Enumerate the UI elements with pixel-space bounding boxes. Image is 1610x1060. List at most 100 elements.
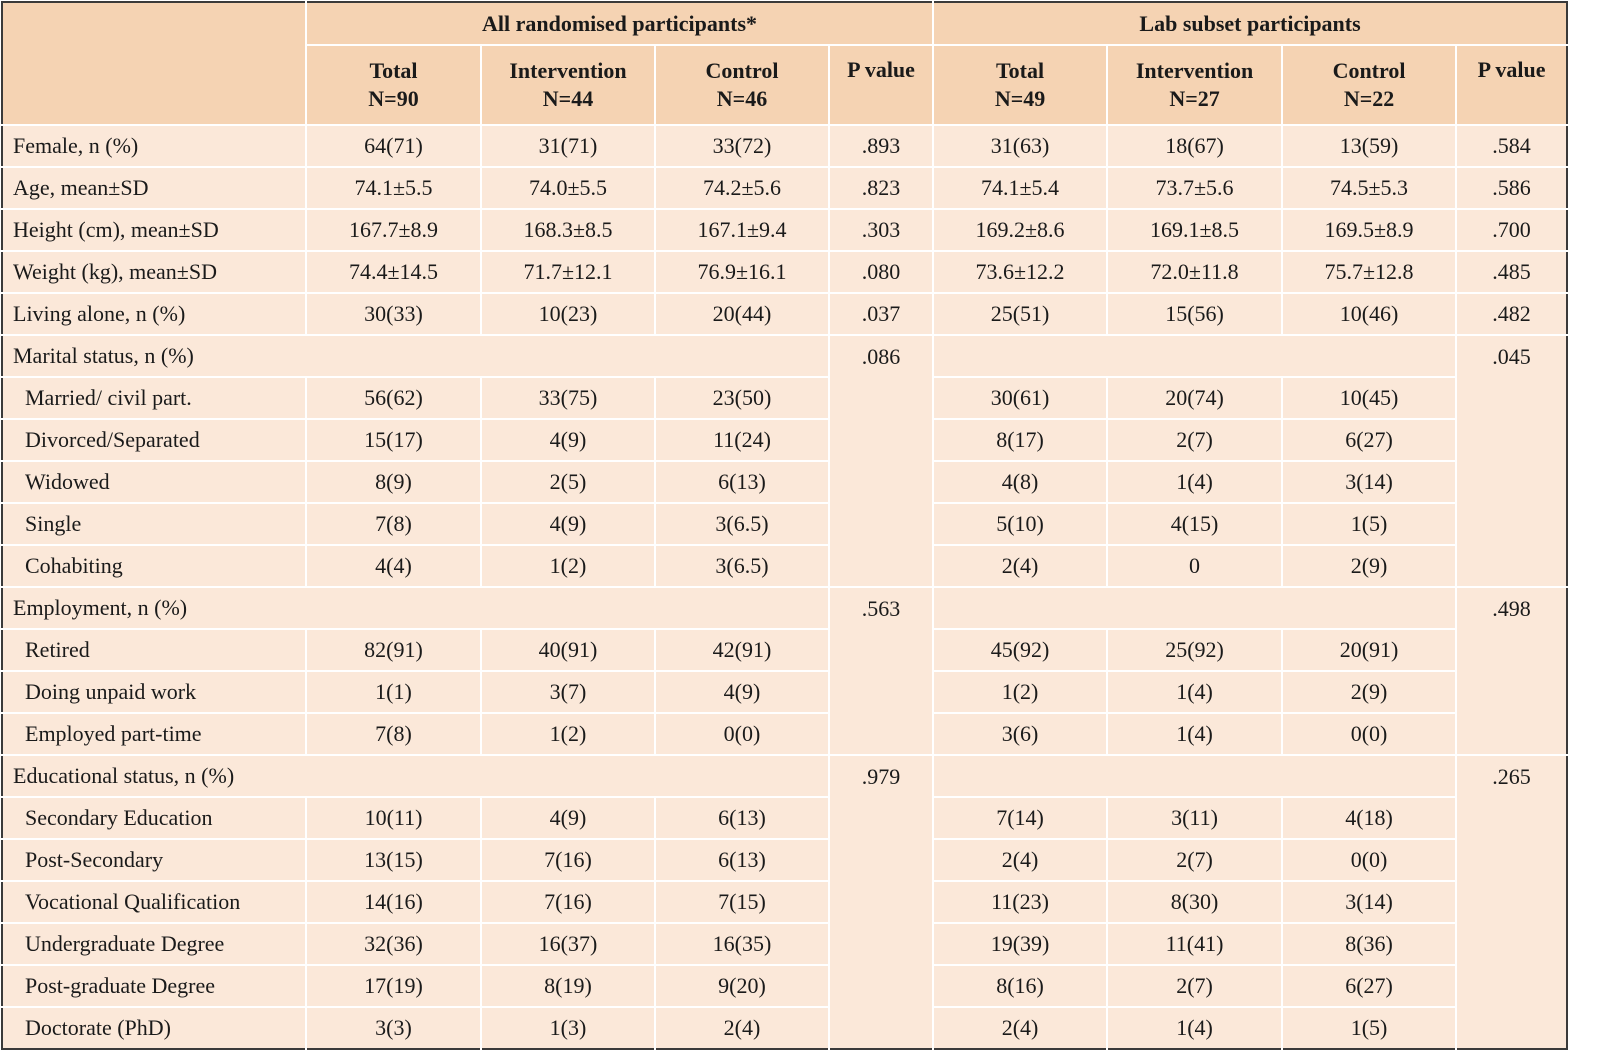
cell-control-lab: 10(46) [1281,292,1457,335]
cell-control-all: 6(13) [654,460,829,503]
cell-total-all: 4(4) [305,544,481,587]
cell-intervention-all: 7(16) [480,880,655,923]
cell-total-lab: 2(4) [932,1006,1108,1049]
cell-pvalue-all: .823 [827,166,934,209]
cell-control-all: 2(4) [654,1006,829,1049]
col-header-pvalue-lab: P value [1455,45,1568,125]
col-header-control-all: Control N=46 [654,45,829,125]
cell-control-lab: 4(18) [1281,796,1457,839]
table-row: Living alone, n (%) 30(33) 10(23) 20(44) .03… [2,292,1568,335]
cell-total-lab: 31(63) [932,124,1108,167]
cell-intervention-lab: 18(67) [1106,124,1283,167]
cell-pvalue-lab: .485 [1455,250,1568,293]
cell-total-all: 167.7±8.9 [305,208,481,251]
cell-intervention-lab: 73.7±5.6 [1106,166,1283,209]
header-column-row: Total N=90 Intervention N=44 Control N=46 P… [2,45,1568,125]
cell-total-lab: 11(23) [932,880,1108,923]
cell-intervention-all: 71.7±12.1 [480,250,655,293]
cell-total-all: 74.4±14.5 [305,250,481,293]
cell-pvalue-all: .893 [827,124,934,167]
cell-intervention-lab: 4(15) [1106,502,1283,545]
cell-intervention-all: 4(9) [480,796,655,839]
cell-total-all: 7(8) [305,502,481,545]
cell-intervention-all: 4(9) [480,418,655,461]
cell-intervention-lab: 0 [1106,544,1283,587]
cell-control-lab: 2(9) [1281,670,1457,713]
sub-row: Doing unpaid work 1(1) 3(7) 4(9) 1(2) 1(4) 2(9… [2,670,1567,713]
cell-pvalue-all: .080 [827,250,934,293]
sub-row-label: Post-graduate Degree [2,964,306,1007]
cell-control-all: 11(24) [654,418,829,461]
cell-intervention-lab: 1(4) [1106,1006,1283,1049]
row-label: Weight (kg), mean±SD [2,250,306,293]
cell-total-all: 82(91) [305,628,481,671]
sub-row-label: Doing unpaid work [2,670,306,713]
section-spacer-lab [932,334,1457,377]
section-spacer-all [306,334,829,377]
sub-row-label: Divorced/Separated [2,418,306,461]
section-row: Employment, n (%) .563 .498 [2,586,1568,755]
sub-row: Divorced/Separated 15(17) 4(9) 11(24) 8(17) 2… [2,418,1567,461]
cell-control-lab: 6(27) [1281,964,1457,1007]
cell-control-lab: 169.5±8.9 [1281,208,1457,251]
sub-row: Post-Secondary 13(15) 7(16) 6(13) 2(4) 2(7) 0(… [2,838,1567,881]
cell-intervention-all: 168.3±8.5 [480,208,655,251]
cell-total-all: 17(19) [305,964,481,1007]
cell-control-all: 42(91) [654,628,829,671]
col-header-intervention-all: Intervention N=44 [480,45,655,125]
section-spacer-lab [932,586,1457,629]
cell-intervention-all: 40(91) [480,628,655,671]
row-label: Age, mean±SD [2,166,306,209]
cell-total-all: 14(16) [305,880,481,923]
cell-pvalue-lab: .482 [1455,292,1568,335]
sub-row: Employed part-time 7(8) 1(2) 0(0) 3(6) 1(4) 0(… [2,712,1567,755]
sub-row: Cohabiting 4(4) 1(2) 3(6.5) 2(4) 0 2(9) [2,544,1567,587]
cell-total-lab: 8(16) [932,964,1108,1007]
cell-total-all: 13(15) [305,838,481,881]
cell-total-all: 64(71) [305,124,481,167]
cell-total-lab: 2(4) [932,544,1108,587]
cell-control-all: 76.9±16.1 [654,250,829,293]
cell-total-lab: 45(92) [932,628,1108,671]
cell-control-lab: 1(5) [1281,1006,1457,1049]
cell-intervention-lab: 15(56) [1106,292,1283,335]
cell-control-all: 4(9) [654,670,829,713]
cell-control-lab: 3(14) [1281,880,1457,923]
cell-total-all: 15(17) [305,418,481,461]
cell-control-all: 6(13) [654,796,829,839]
sub-row: Undergraduate Degree 32(36) 16(37) 16(35) 19… [2,922,1567,965]
sub-row: Widowed 8(9) 2(5) 6(13) 4(8) 1(4) 3(14) [2,460,1567,503]
col-header-intervention-lab: Intervention N=27 [1106,45,1283,125]
cell-total-all: 56(62) [305,376,481,419]
cell-total-all: 1(1) [305,670,481,713]
cell-total-all: 30(33) [305,292,481,335]
cell-intervention-all: 4(9) [480,502,655,545]
cell-intervention-all: 33(75) [480,376,655,419]
cell-control-lab: 1(5) [1281,502,1457,545]
cell-intervention-lab: 1(4) [1106,712,1283,755]
sub-row: Retired 82(91) 40(91) 42(91) 45(92) 25(92) 20(… [2,628,1567,671]
cell-total-lab: 7(14) [932,796,1108,839]
cell-intervention-lab: 2(7) [1106,964,1283,1007]
cell-intervention-lab: 20(74) [1106,376,1283,419]
section-label: Educational status, n (%) [2,754,306,797]
cell-total-lab: 1(2) [932,670,1108,713]
row-label: Living alone, n (%) [2,292,306,335]
cell-intervention-all: 10(23) [480,292,655,335]
header-group-row: All randomised participants* Lab subset … [2,2,1568,126]
cell-control-lab: 8(36) [1281,922,1457,965]
table-row: Height (cm), mean±SD 167.7±8.9 168.3±8.5 16… [2,208,1568,251]
cell-control-all: 3(6.5) [654,502,829,545]
cell-total-all: 74.1±5.5 [305,166,481,209]
cell-intervention-lab: 11(41) [1106,922,1283,965]
section-pvalue-lab: .045 [1455,334,1568,587]
cell-total-all: 7(8) [305,712,481,755]
cell-control-lab: 3(14) [1281,460,1457,503]
cell-intervention-all: 1(2) [480,712,655,755]
cell-pvalue-lab: .584 [1455,124,1568,167]
section-spacer-all [306,586,829,629]
cell-control-lab: 6(27) [1281,418,1457,461]
group-all-randomised: All randomised participants* [304,2,934,46]
cell-pvalue-lab: .700 [1455,208,1568,251]
cell-control-all: 33(72) [654,124,829,167]
